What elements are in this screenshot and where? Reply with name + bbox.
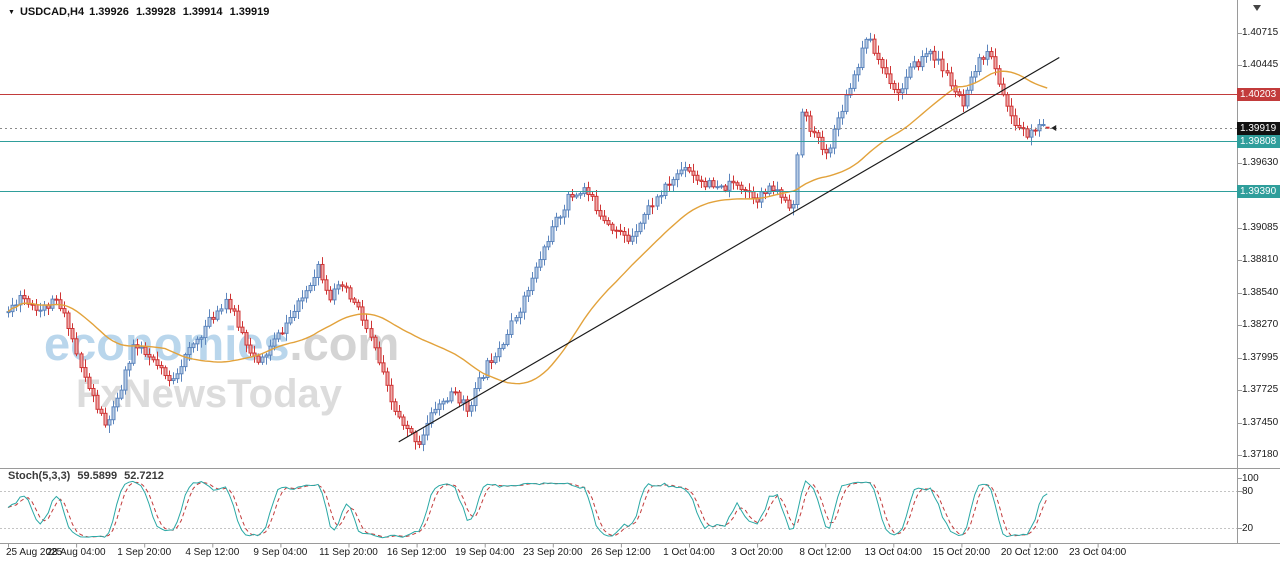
time-tick-label: 28 Aug 04:00 — [46, 547, 106, 558]
time-tick-label: 26 Sep 12:00 — [591, 547, 651, 558]
time-tick-label: 9 Sep 04:00 — [253, 547, 308, 558]
stoch-level-label: 20 — [1242, 523, 1254, 534]
price-tick-label: 1.39630 — [1242, 156, 1279, 168]
time-tick-label: 1 Sep 20:00 — [117, 547, 172, 558]
stoch-level-label: 80 — [1242, 485, 1254, 497]
price-badge-resistance[interactable]: 1.40203 — [1237, 87, 1280, 101]
indicator-value-d: 52.7212 — [124, 470, 164, 482]
price-badge-support-lower[interactable]: 1.39390 — [1237, 184, 1280, 198]
time-tick-label: 8 Oct 12:00 — [799, 547, 852, 558]
stoch-indicator-axis: 100 80 20 — [1238, 0, 1280, 567]
price-tick-label: 1.40445 — [1242, 59, 1279, 71]
time-tick-label: 23 Oct 04:00 — [1068, 547, 1127, 558]
ohlc-values: 1.39926 1.39928 1.39914 1.39919 — [89, 6, 270, 18]
price-tick-label: 1.38540 — [1242, 286, 1279, 298]
price-axis[interactable]: 1.40715 1.40445 1.39630 1.39085 1.38810 1.385… — [1237, 0, 1280, 543]
price-tick-label: 1.38270 — [1242, 318, 1279, 330]
price-tick-label: 1.37450 — [1242, 416, 1279, 428]
time-axis[interactable]: 25 Aug 2025 28 Aug 04:00 1 Sep 20:00 4 Sep … — [0, 547, 1280, 561]
time-tick-label: 15 Oct 20:00 — [932, 547, 991, 558]
stoch-level-label: 100 — [1242, 473, 1259, 484]
time-tick-label: 16 Sep 12:00 — [386, 547, 447, 558]
time-tick-label: 19 Sep 04:00 — [454, 547, 515, 558]
time-tick-label: 1 Oct 04:00 — [663, 547, 715, 558]
price-tick-label: 1.39085 — [1242, 221, 1279, 233]
time-tick-label: 23 Sep 20:00 — [523, 547, 583, 558]
price-tick-label: 1.37725 — [1242, 383, 1279, 395]
price-badge-current-price[interactable]: 1.39919 — [1237, 121, 1280, 135]
time-tick-label: 4 Sep 12:00 — [185, 547, 240, 558]
indicator-name: Stoch(5,3,3) — [8, 470, 71, 482]
time-tick-label: 11 Sep 20:00 — [319, 547, 378, 558]
indicator-label: Stoch(5,3,3) 59.5899 52.7212 — [8, 470, 164, 482]
chevron-down-icon[interactable]: ▼ — [8, 8, 15, 16]
time-tick-label: 3 Oct 20:00 — [731, 547, 783, 558]
price-tick-label: 1.40715 — [1242, 27, 1279, 38]
time-tick-label: 25 Aug 2025 — [6, 547, 63, 558]
time-tick-label: 13 Oct 04:00 — [864, 547, 922, 558]
price-badge-support-upper[interactable]: 1.39808 — [1237, 134, 1280, 148]
price-tick-label: 1.37180 — [1242, 449, 1279, 460]
price-tick-label: 1.37995 — [1242, 351, 1279, 363]
symbol-header: ▼ USDCAD,H4 1.39926 1.39928 1.39914 1.39… — [8, 6, 269, 18]
time-tick-label: 20 Oct 12:00 — [1000, 547, 1059, 558]
indicator-value-k: 59.5899 — [77, 470, 118, 482]
price-tick-label: 1.38810 — [1242, 254, 1279, 266]
symbol-label: USDCAD,H4 — [19, 6, 85, 18]
